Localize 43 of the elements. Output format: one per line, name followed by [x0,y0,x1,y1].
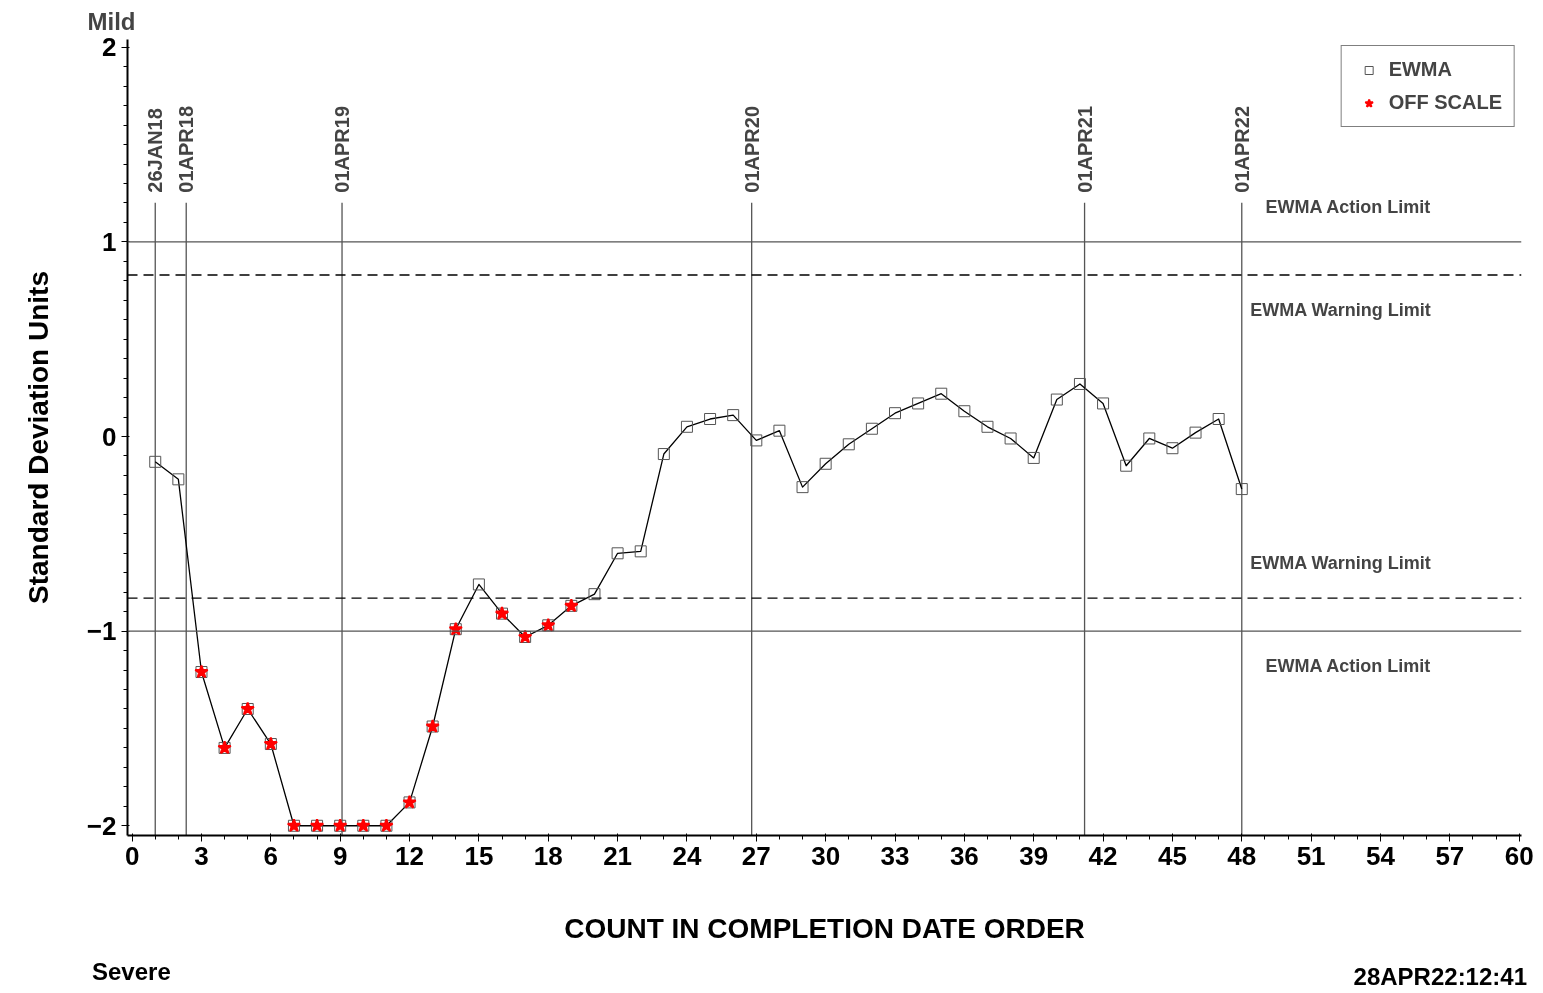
x-tick-label: 0 [124,840,140,871]
legend-label: EWMA [1388,58,1452,81]
x-tick-label: 6 [263,840,279,871]
x-tick-label: 36 [949,840,979,871]
ref-line-label: 01APR21 [1073,105,1096,193]
x-tick-label: 24 [672,840,702,871]
x-tick-label: 51 [1296,840,1326,871]
x-tick-label: 54 [1366,840,1396,871]
text: Severe [92,957,171,987]
ref-line-label: EWMA Warning Limit [1250,299,1431,320]
x-tick-label: 15 [464,840,494,871]
x-tick-label: 30 [811,840,841,871]
x-tick-label: 39 [1019,840,1049,871]
ref-line-label: 01APR22 [1230,105,1253,193]
x-tick-label: 48 [1227,840,1257,871]
x-tick-label: 3 [194,840,209,871]
legend-label: OFF SCALE [1388,91,1502,114]
y-tick-label: 2 [102,32,117,63]
x-tick-label: 45 [1157,840,1187,871]
x-tick-label: 60 [1504,840,1534,871]
ref-line-label: 01APR20 [740,105,763,193]
ref-line-label: EWMA Action Limit [1265,656,1431,677]
ref-line-label: 01APR19 [331,105,354,193]
text: Mild [87,7,136,35]
y-tick-label: 0 [102,421,117,452]
x-tick-label: 27 [741,840,771,871]
y-axis-title: Standard Deviation Units [22,271,54,604]
x-tick-label: 12 [395,840,424,871]
ref-line-label: 26JAN18 [144,108,167,193]
ref-line-label: EWMA Warning Limit [1250,553,1431,574]
y-tick-label: −2 [86,810,117,841]
x-axis-title: COUNT IN COMPLETION DATE ORDER [564,912,1085,944]
x-tick-label: 9 [332,840,348,871]
x-tick-label: 21 [603,840,633,871]
x-tick-label: 57 [1435,840,1465,871]
x-tick-label: 33 [880,840,910,871]
text: 28APR22:12:41 [1353,962,1527,992]
y-tick-label: 1 [102,226,117,257]
x-tick-label: 42 [1088,840,1118,871]
x-tick-label: 18 [533,840,563,871]
ref-line-label: EWMA Action Limit [1265,196,1431,217]
y-tick-label: −1 [86,616,117,647]
ref-line-label: 01APR18 [175,105,198,193]
